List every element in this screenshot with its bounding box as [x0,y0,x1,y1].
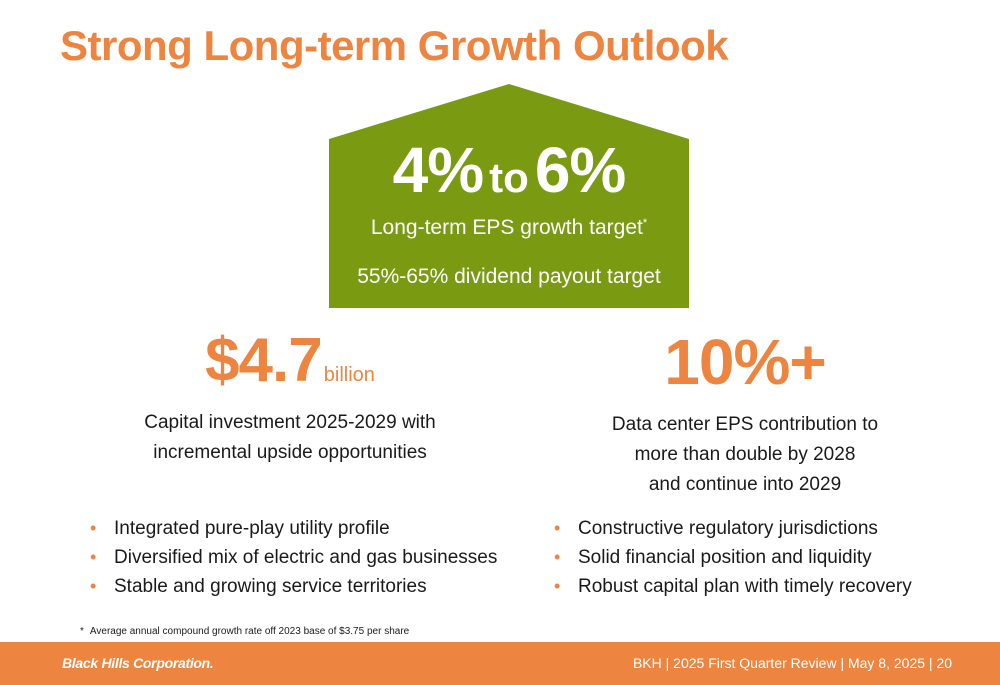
dc-desc-line: more than double by 2028 [634,444,856,465]
eps-range-high: 6% [534,134,626,206]
capex-desc-line: incremental upside opportunities [153,442,427,463]
bullet-list-right: • Constructive regulatory jurisdictions •… [552,514,912,601]
list-item-text: Integrated pure-play utility profile [114,518,390,539]
company-logo: Black Hills Corporation. [62,655,214,671]
capex-amount: $4.7 [205,326,323,395]
list-item-text: Diversified mix of electric and gas busi… [114,547,498,568]
list-item: • Robust capital plan with timely recover… [552,572,912,601]
list-item-text: Stable and growing service territories [114,576,427,597]
footnote-mark: * [80,626,84,637]
eps-range-low: 4% [392,134,484,206]
capex-block: $4.7 billion Capital investment 2025-2029… [100,330,480,468]
bullet-icon: • [90,518,97,538]
bullet-icon: • [554,576,561,596]
house-content: 4% to6% Long-term EPS growth target* 55%-… [329,84,689,308]
slide-title: Strong Long-term Growth Outlook [60,22,729,69]
footer-bar: Black Hills Corporation. BKH | 2025 Firs… [0,642,1000,685]
dc-desc-line: Data center EPS contribution to [611,414,879,435]
list-item-text: Solid financial position and liquidity [578,547,872,568]
list-item: • Integrated pure-play utility profile [88,514,497,543]
capex-desc-line: Capital investment 2025-2029 with [144,412,436,433]
list-item: • Constructive regulatory jurisdictions [552,514,912,543]
bullet-icon: • [90,576,97,596]
list-item-text: Constructive regulatory jurisdictions [578,518,878,539]
eps-growth-label: Long-term EPS growth target* [329,216,689,240]
eps-footnote-mark: * [642,217,648,229]
footnote: * Average annual compound growth rate off… [80,626,409,637]
house-shape [329,84,689,308]
eps-target-house: 4% to6% Long-term EPS growth target* 55%-… [329,84,689,308]
capex-unit: billion [323,364,375,386]
list-item-text: Robust capital plan with timely recovery [578,576,912,597]
bullet-icon: • [554,547,561,567]
list-item: • Solid financial position and liquidity [552,543,912,572]
datacenter-description: Data center EPS contribution to more tha… [560,410,930,500]
bullet-list-left: • Integrated pure-play utility profile • D… [88,514,497,601]
footnote-text: Average annual compound growth rate off … [89,626,410,637]
list-item: • Diversified mix of electric and gas bus… [88,543,497,572]
capex-figure: $4.7 billion [100,330,480,392]
eps-range-connector: to [489,154,529,201]
dividend-payout-label: 55%-65% dividend payout target [357,265,661,288]
datacenter-block: 10%+ Data center EPS contribution to mor… [560,330,930,500]
footer-info: BKH | 2025 First Quarter Review | May 8,… [632,655,952,671]
capex-description: Capital investment 2025-2029 with increm… [100,408,480,468]
bullet-icon: • [90,547,97,567]
datacenter-figure: 10%+ [664,326,826,398]
eps-growth-range: 4% to6% [329,138,689,202]
list-item: • Stable and growing service territories [88,572,497,601]
bullet-icon: • [554,518,561,538]
eps-growth-label-text: Long-term EPS growth target [370,216,643,239]
dc-desc-line: and continue into 2029 [648,474,842,495]
